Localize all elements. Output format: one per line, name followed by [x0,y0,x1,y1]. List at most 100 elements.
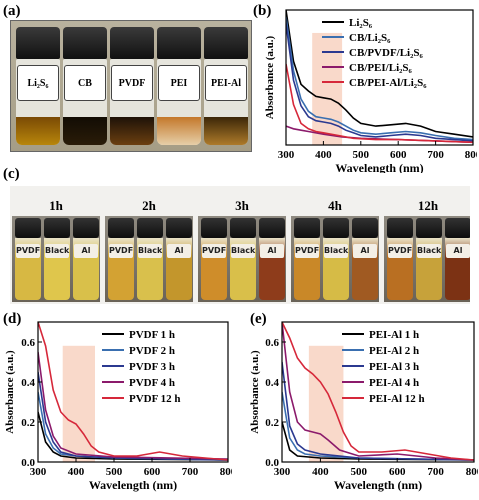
time-label: 3h [235,198,249,213]
vial-liquid [157,117,201,145]
x-tick-label: 500 [351,466,368,478]
vial-tag: Al [353,244,377,258]
vial-cap [157,27,201,59]
series-line-0 [282,421,474,461]
vial-cap [16,27,60,59]
x-tick-label: 800 [220,466,232,478]
vial-liquid [110,117,154,145]
vials-photo-a: Li₂S₆ CB PVDF PEI PEI-Al [10,20,252,152]
series-line-4 [282,322,474,461]
vial-cap [108,218,134,238]
vial-cap [294,218,320,238]
panel-label-b: (b) [253,3,272,19]
legend-entry: PEI-Al 12 h [369,393,425,405]
x-tick-label: 400 [68,466,85,478]
plot-frame [37,321,229,463]
y-tick-label: 0.6 [21,337,35,349]
legend-entry: PVDF 2 h [129,345,175,357]
vial-cap [259,218,285,238]
legend-entry: PEI-Al 2 h [369,345,419,357]
panel-label-c: (c) [3,166,20,182]
vial-cap [137,218,163,238]
vial-cap [204,27,248,59]
series-line-1 [286,16,473,141]
vial-cap [166,218,192,238]
vial-tag: Black [45,244,69,258]
x-tick-label: 600 [390,149,407,161]
x-tick-label: 800 [465,149,477,161]
panel-label-d: (d) [3,311,22,327]
y-tick-label: 0.2 [265,417,279,429]
vial-cap [445,218,470,238]
vial-tag: PVDF [295,244,319,258]
legend-entry: PEI-Al 3 h [369,361,419,373]
vial-liquid [204,117,248,145]
legend-entry: PVDF 12 h [129,393,181,405]
x-axis-label: Wavelength (nm) [335,161,423,173]
chart-d: 300 400 500 600 700 800 0.0 0.2 0.4 0.6 Wavelength… [4,321,232,492]
chart-e: 300 400 500 600 700 800 0.0 0.2 0.4 0.6 Wavelength… [249,321,478,492]
vial-cap [352,218,378,238]
legend-entry: PVDF 4 h [129,377,175,389]
vial-tag: PVDF [109,244,133,258]
vial-tag: Al [446,244,470,258]
x-axis-label: Wavelength (nm) [334,478,422,492]
highlight-band [312,32,343,146]
y-axis-label: Absorbance (a.u.) [264,35,276,119]
x-tick-label: 400 [312,466,329,478]
vial-label: PVDF [111,65,153,101]
y-tick-label: 0.0 [265,457,279,469]
y-tick-label: 0.6 [265,337,279,349]
vials-photo-c: 1h PVDF Black Al 2h PVDF Black Al 3h PVDF Black Al 4… [10,186,470,304]
y-axis-label: Absorbance (a.u.) [4,350,16,434]
vial-label: CB [64,65,106,101]
vial-label: Li₂S₆ [17,65,59,101]
x-tick-label: 700 [182,466,199,478]
series-line-3 [282,322,474,461]
x-tick-label: 500 [353,149,370,161]
x-tick-label: 700 [427,466,444,478]
x-tick-label: 600 [389,466,406,478]
y-tick-label: 0.2 [21,417,35,429]
vial-tag: Al [260,244,284,258]
vial-cap [110,27,154,59]
legend-entry: CB/PEI/Li₂S₆ [349,62,413,74]
x-tick-label: 500 [106,466,123,478]
vial-tag: Black [417,244,441,258]
time-label: 1h [49,198,63,213]
vial-label: PEI [158,65,200,101]
vial-tag: Black [231,244,255,258]
legend-entry: CB/PEI-Al/Li₂S₆ [349,77,427,89]
chart-b: 300 400 500 600 700 800 Wavelength (nm) Absorba… [264,9,477,173]
y-tick-label: 0.4 [21,377,35,389]
vial-tag: Al [167,244,191,258]
y-tick-label: 0.4 [265,377,279,389]
panel-label-e: (e) [250,311,267,327]
series-line-3 [38,351,228,460]
x-tick-label: 700 [427,149,444,161]
series-line-2 [286,23,473,142]
vial-liquid [63,117,107,145]
vial-cap [387,218,413,238]
legend-entry: CB/Li₂S₆ [349,32,391,44]
panel-label-a: (a) [3,3,21,19]
plot-frame [281,321,475,463]
x-tick-label: 300 [274,466,291,478]
x-tick-label: 800 [466,466,478,478]
y-axis-label: Absorbance (a.u.) [249,350,261,434]
x-tick-label: 300 [30,466,47,478]
vial-tag: PVDF [388,244,412,258]
vial-tag: Black [138,244,162,258]
vial-tag: Al [74,244,98,258]
vial-cap [201,218,227,238]
legend-entry: CB/PVDF/Li₂S₆ [349,47,424,59]
series-line-4 [286,63,473,144]
legend-entry: Li₂S₆ [349,17,373,29]
legend-entry: PVDF 3 h [129,361,175,373]
vial-cap [44,218,70,238]
series-line-4 [38,322,228,461]
x-tick-label: 300 [278,149,295,161]
time-label: 4h [328,198,342,213]
series-line-0 [286,10,473,138]
highlight-band [308,345,344,462]
